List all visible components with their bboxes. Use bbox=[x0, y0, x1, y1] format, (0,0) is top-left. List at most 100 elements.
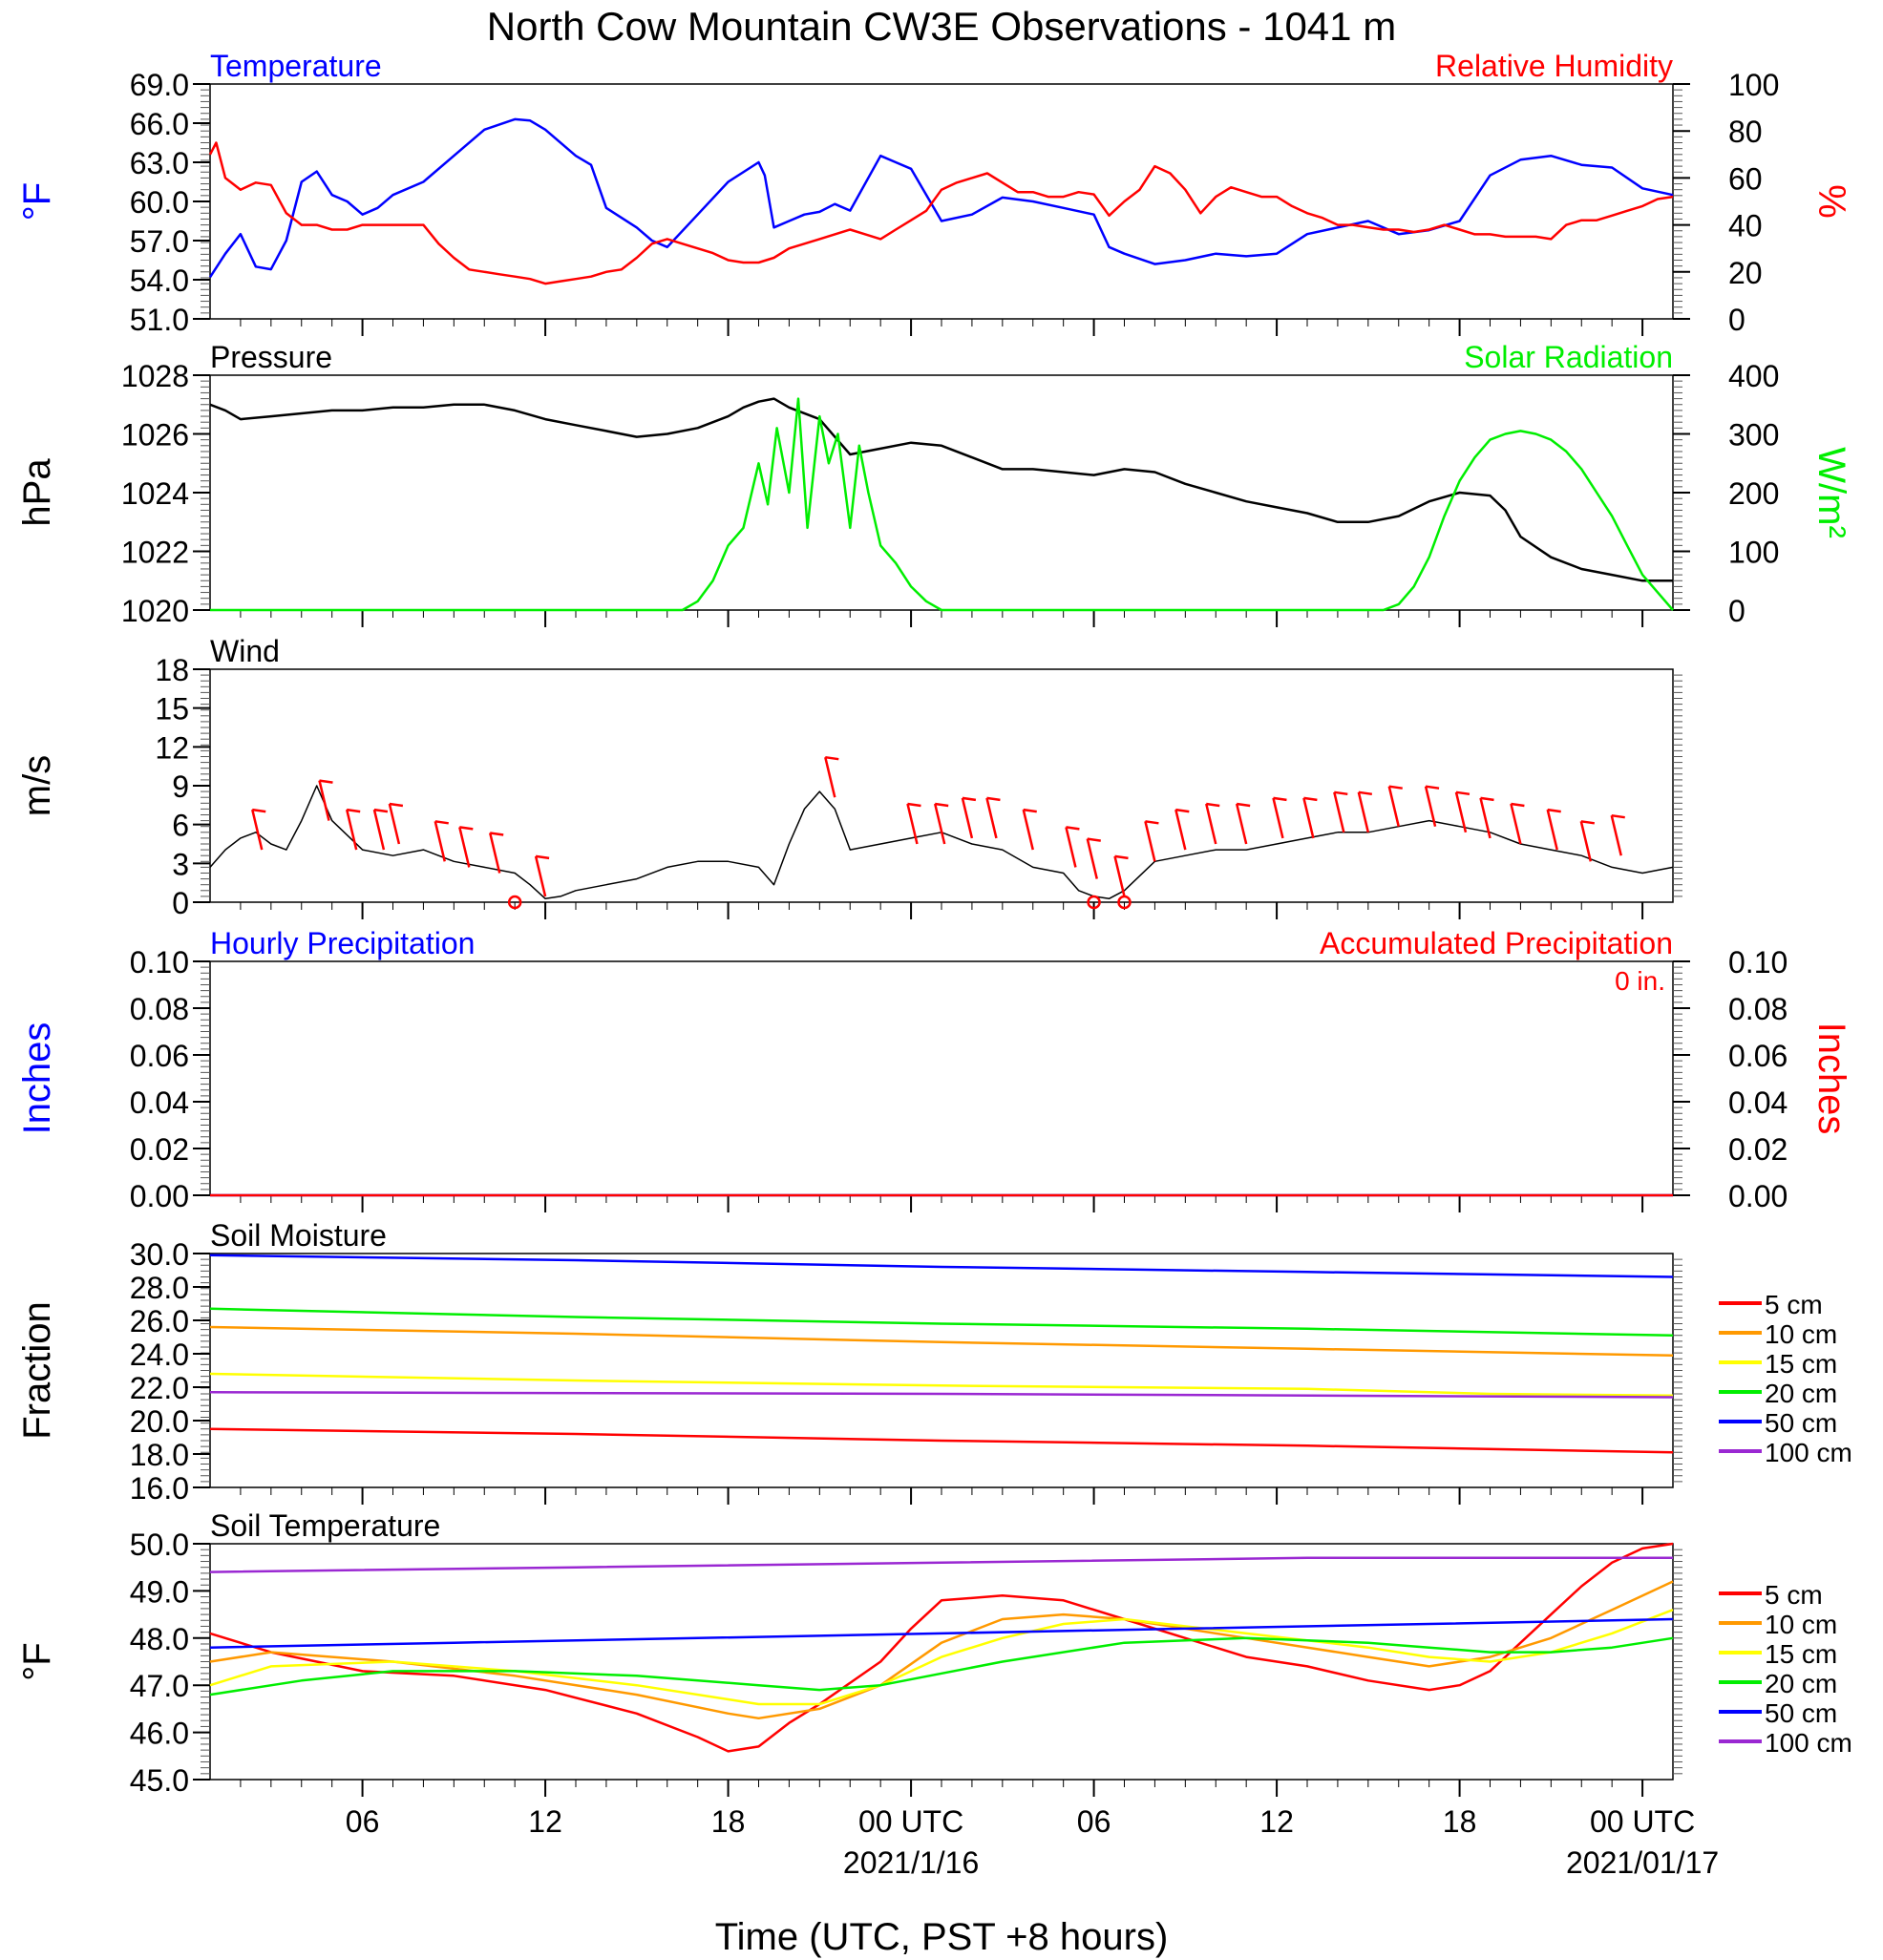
x-tick-label: 06 bbox=[346, 1804, 380, 1839]
wind-barb-flag bbox=[490, 833, 503, 835]
y-tick-label-right: 300 bbox=[1728, 418, 1779, 453]
wind-barb-flag bbox=[963, 798, 976, 800]
wind-barb-flag bbox=[1426, 787, 1439, 789]
y-tick-label-left: 48.0 bbox=[130, 1622, 189, 1656]
y-tick-label-right: 100 bbox=[1728, 68, 1779, 102]
wind-barb bbox=[1359, 792, 1368, 832]
y-axis-label-left: Fraction bbox=[16, 1301, 58, 1440]
chart-panels: 51.054.057.060.063.066.069.0020406080100… bbox=[16, 49, 1852, 1880]
wind-barb-flag bbox=[1024, 810, 1037, 811]
y-tick-label-left: 9 bbox=[172, 769, 189, 804]
panel-title-left: Soil Temperature bbox=[210, 1508, 440, 1543]
y-tick-label-right: 0.00 bbox=[1728, 1179, 1788, 1213]
legend-label: 10 cm bbox=[1765, 1610, 1837, 1639]
y-tick-label-right: 0.10 bbox=[1728, 945, 1788, 980]
y-tick-label-right: 40 bbox=[1728, 209, 1763, 243]
y-tick-label-left: 1022 bbox=[121, 536, 189, 570]
series-line-relative-humidity bbox=[210, 143, 1673, 285]
y-tick-label-left: 47.0 bbox=[130, 1669, 189, 1703]
wind-barb-flag bbox=[1273, 798, 1286, 800]
legend-label: 10 cm bbox=[1765, 1319, 1837, 1349]
y-tick-label-right: 400 bbox=[1728, 359, 1779, 393]
wind-barb-flag bbox=[1303, 798, 1317, 800]
plot-frame bbox=[210, 84, 1673, 319]
series-line-100-cm bbox=[210, 1558, 1673, 1572]
wind-barb-flag bbox=[536, 856, 549, 858]
wind-barb-flag bbox=[986, 798, 1000, 800]
panel-title-right: Accumulated Precipitation bbox=[1320, 926, 1673, 960]
y-tick-label-left: 30.0 bbox=[130, 1237, 189, 1272]
y-tick-label-left: 60.0 bbox=[130, 185, 189, 220]
y-tick-label-right: 60 bbox=[1728, 161, 1763, 196]
wind-barb-flag bbox=[252, 810, 265, 811]
panel-title-left: Hourly Precipitation bbox=[210, 926, 475, 960]
wind-barb-flag bbox=[1548, 810, 1561, 811]
y-tick-label-left: 69.0 bbox=[130, 68, 189, 102]
y-axis-label-left: Inches bbox=[16, 1022, 58, 1135]
wind-barb bbox=[252, 810, 262, 850]
y-axis-label-left: °F bbox=[16, 1642, 58, 1680]
panel-title-left: Pressure bbox=[210, 340, 332, 374]
wind-barb-flag bbox=[1612, 815, 1625, 817]
chart-svg: North Cow Mountain CW3E Observations - 1… bbox=[0, 0, 1883, 1960]
y-tick-label-left: 49.0 bbox=[130, 1574, 189, 1609]
wind-barb bbox=[1066, 827, 1075, 867]
x-tick-label: 18 bbox=[711, 1804, 746, 1839]
y-tick-label-right: 0.06 bbox=[1728, 1039, 1788, 1073]
y-tick-label-right: 0.08 bbox=[1728, 992, 1788, 1026]
legend-label: 100 cm bbox=[1765, 1728, 1852, 1758]
wind-barb bbox=[1206, 804, 1216, 844]
series-line-5-cm bbox=[210, 1544, 1673, 1751]
y-tick-label-left: 0.10 bbox=[130, 945, 189, 980]
y-tick-label-right: 100 bbox=[1728, 536, 1779, 570]
legend-label: 100 cm bbox=[1765, 1438, 1852, 1467]
x-date-label: 2021/01/17 bbox=[1566, 1845, 1719, 1880]
wind-barb bbox=[963, 798, 972, 838]
wind-barb bbox=[1511, 804, 1520, 844]
y-tick-label-left: 18 bbox=[155, 653, 189, 687]
panel-title-left: Wind bbox=[210, 634, 280, 668]
y-tick-label-right: 20 bbox=[1728, 256, 1763, 290]
wind-barb bbox=[1334, 792, 1343, 832]
series-line-temperature bbox=[210, 119, 1673, 277]
plot-frame bbox=[210, 1254, 1673, 1487]
chart-page: North Cow Mountain CW3E Observations - 1… bbox=[0, 0, 1883, 1960]
wind-barb bbox=[374, 810, 384, 850]
wind-barb-flag bbox=[935, 804, 948, 806]
y-tick-label-left: 24.0 bbox=[130, 1338, 189, 1372]
y-tick-label-right: 0 bbox=[1728, 594, 1745, 628]
wind-barb bbox=[1612, 815, 1621, 855]
x-tick-label: 12 bbox=[528, 1804, 562, 1839]
y-tick-label-left: 0.02 bbox=[130, 1132, 189, 1167]
y-tick-label-left: 1026 bbox=[121, 418, 189, 453]
wind-barb bbox=[986, 798, 996, 838]
y-tick-label-left: 66.0 bbox=[130, 107, 189, 141]
plot-frame bbox=[210, 961, 1673, 1195]
y-axis-label-right: W/m² bbox=[1810, 447, 1852, 538]
y-tick-label-right: 0 bbox=[1728, 303, 1745, 337]
panel-title-left: Soil Moisture bbox=[210, 1218, 387, 1253]
y-axis-label-left: hPa bbox=[16, 458, 58, 527]
wind-barb bbox=[1024, 810, 1033, 850]
legend-label: 20 cm bbox=[1765, 1379, 1837, 1408]
series-line-50-cm bbox=[210, 1255, 1673, 1277]
series-line-wind bbox=[210, 786, 1673, 898]
wind-barb-flag bbox=[1175, 810, 1189, 811]
y-tick-label-left: 12 bbox=[155, 730, 189, 765]
wind-barb bbox=[490, 833, 499, 874]
panel-soil_temperature: 45.0 46.0 47.0 48.0 49.0 50.0 Soil Temperature… bbox=[16, 1508, 1852, 1798]
y-axis-label-left: m/s bbox=[16, 755, 58, 816]
x-tick-label: 12 bbox=[1259, 1804, 1294, 1839]
wind-barb-flag bbox=[435, 821, 449, 823]
y-tick-label-left: 57.0 bbox=[130, 224, 189, 259]
legend-label: 5 cm bbox=[1765, 1580, 1823, 1610]
legend-label: 15 cm bbox=[1765, 1639, 1837, 1669]
wind-barb-flag bbox=[319, 781, 332, 783]
wind-barb bbox=[1088, 839, 1097, 879]
y-tick-label-left: 0.00 bbox=[130, 1179, 189, 1213]
legend-label: 15 cm bbox=[1765, 1349, 1837, 1379]
plot-frame bbox=[210, 669, 1673, 902]
wind-barb-flag bbox=[1481, 798, 1494, 800]
x-axis-label: Time (UTC, PST +8 hours) bbox=[715, 1916, 1169, 1958]
wind-barb-flag bbox=[374, 810, 388, 811]
